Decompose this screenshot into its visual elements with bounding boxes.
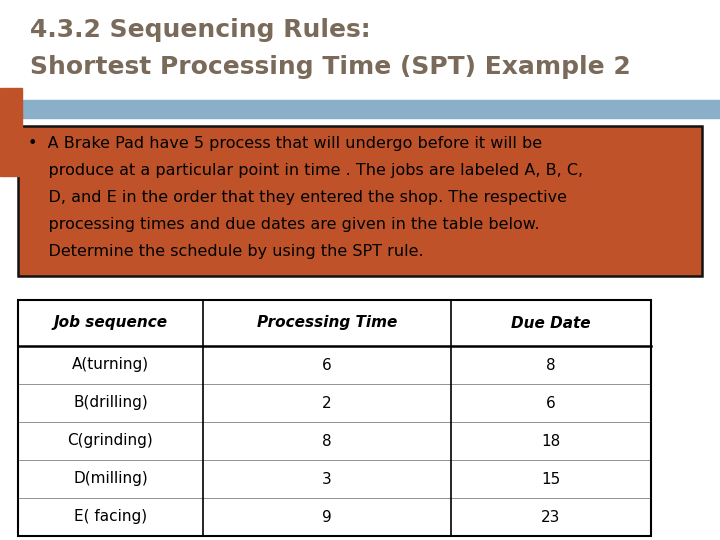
Text: 6: 6 — [322, 357, 332, 373]
Text: 9: 9 — [322, 510, 332, 524]
Text: •  A Brake Pad have 5 process that will undergo before it will be: • A Brake Pad have 5 process that will u… — [28, 136, 542, 151]
Bar — [18, 300, 651, 536]
Text: 18: 18 — [541, 434, 561, 449]
Bar — [0, 88, 22, 176]
Text: produce at a particular point in time . The jobs are labeled A, B, C,: produce at a particular point in time . … — [28, 163, 583, 178]
Text: 4.3.2 Sequencing Rules:: 4.3.2 Sequencing Rules: — [30, 18, 371, 42]
Text: Due Date: Due Date — [511, 315, 591, 330]
Bar — [18, 300, 651, 536]
Text: B(drilling): B(drilling) — [73, 395, 148, 410]
Text: 3: 3 — [322, 471, 332, 487]
Text: processing times and due dates are given in the table below.: processing times and due dates are given… — [28, 217, 539, 232]
Text: 8: 8 — [546, 357, 556, 373]
Text: 23: 23 — [541, 510, 561, 524]
Text: Processing Time: Processing Time — [257, 315, 397, 330]
Bar — [0, 100, 720, 118]
Text: A(turning): A(turning) — [72, 357, 149, 373]
Text: Job sequence: Job sequence — [53, 315, 168, 330]
Text: D(milling): D(milling) — [73, 471, 148, 487]
Bar — [18, 126, 702, 276]
Text: 2: 2 — [322, 395, 332, 410]
Text: 6: 6 — [546, 395, 556, 410]
Text: C(grinding): C(grinding) — [68, 434, 153, 449]
Text: E( facing): E( facing) — [74, 510, 147, 524]
Text: Determine the schedule by using the SPT rule.: Determine the schedule by using the SPT … — [28, 244, 423, 259]
Text: Shortest Processing Time (SPT) Example 2: Shortest Processing Time (SPT) Example 2 — [30, 55, 631, 79]
Text: 15: 15 — [541, 471, 561, 487]
Text: D, and E in the order that they entered the shop. The respective: D, and E in the order that they entered … — [28, 190, 567, 205]
Text: 8: 8 — [322, 434, 332, 449]
